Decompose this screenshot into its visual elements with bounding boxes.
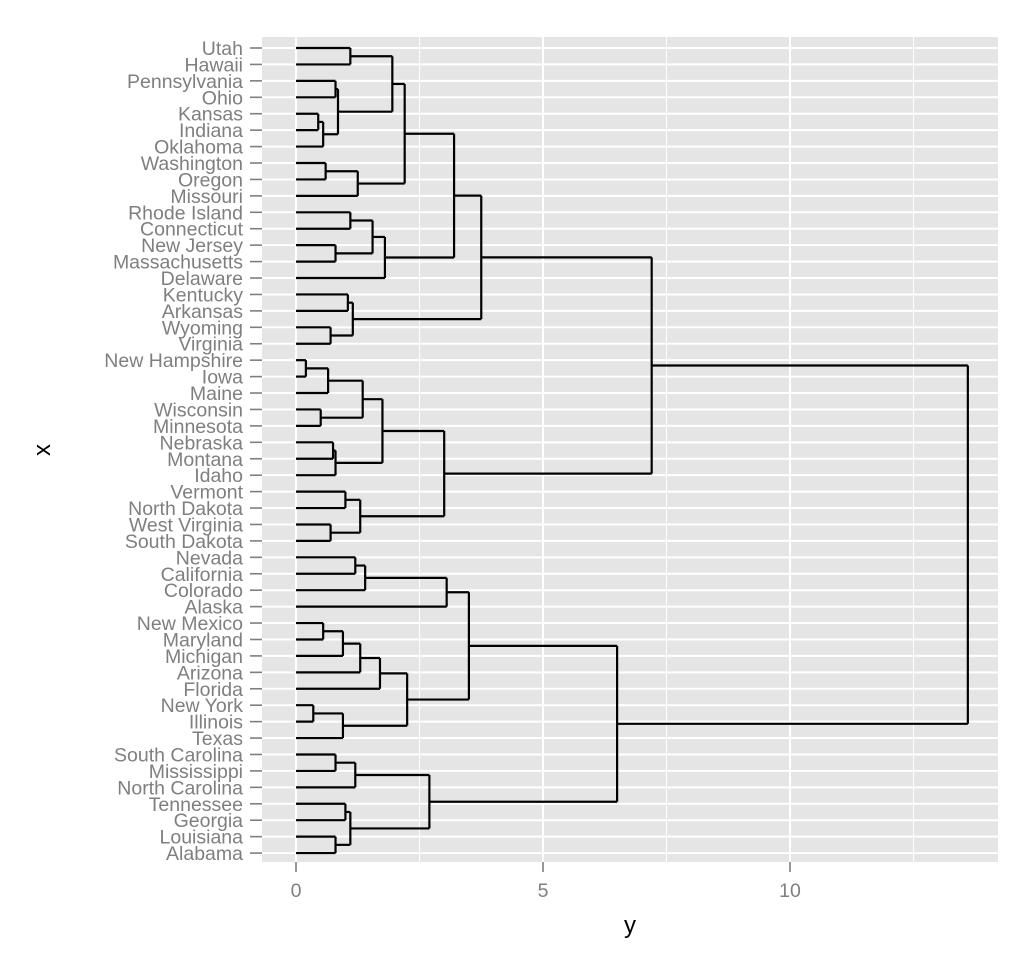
row-label: Oklahoma: [154, 137, 243, 159]
row-label: Utah: [202, 38, 243, 60]
row-label: Rhode Island: [128, 202, 243, 224]
row-label: Hawaii: [184, 54, 243, 76]
row-label: Alaska: [184, 597, 243, 619]
row-label: Maine: [190, 383, 243, 405]
row-label: Louisiana: [160, 827, 244, 849]
row-label: Massachusetts: [113, 252, 243, 274]
row-label: Virginia: [178, 334, 243, 356]
row-label: North Carolina: [117, 777, 243, 799]
row-label: Georgia: [174, 810, 244, 832]
y-axis-tick-labels: UtahHawaiiPennsylvaniaOhioKansasIndianaO…: [104, 38, 243, 865]
row-label: New York: [161, 695, 244, 717]
row-label: Wisconsin: [154, 399, 243, 421]
value-tick-label: 5: [538, 880, 549, 902]
row-label: Arizona: [177, 662, 243, 684]
x-axis-tick-labels: 0 5 10: [291, 880, 801, 902]
grid-lines: [262, 37, 998, 862]
row-label: Kansas: [178, 104, 243, 126]
row-label: Nevada: [176, 547, 243, 569]
row-label: Kentucky: [163, 284, 243, 306]
row-label: Indiana: [179, 120, 243, 142]
row-label: Ohio: [202, 87, 243, 109]
row-label: Iowa: [202, 367, 243, 389]
row-label: Mississippi: [149, 761, 243, 783]
row-label: South Dakota: [125, 531, 243, 553]
row-label: New Mexico: [137, 613, 243, 635]
dendrogram-tree: [296, 46, 969, 855]
row-label: Washington: [141, 153, 243, 175]
row-label: Vermont: [170, 482, 243, 504]
value-tick-label: 10: [779, 880, 801, 902]
row-label: Idaho: [194, 465, 243, 487]
row-label: Florida: [183, 679, 243, 701]
row-label: Texas: [192, 728, 243, 750]
y-axis-title: x: [29, 444, 56, 456]
value-tick-label: 0: [291, 880, 302, 902]
row-label: Missouri: [170, 186, 243, 208]
row-label: Montana: [167, 449, 243, 471]
row-label: West Virginia: [129, 514, 243, 536]
row-label: Minnesota: [153, 416, 243, 438]
row-label: Pennsylvania: [127, 71, 243, 93]
row-label: Oregon: [178, 169, 243, 191]
row-label: Tennessee: [149, 794, 243, 816]
row-label: Wyoming: [162, 317, 243, 339]
row-label: South Carolina: [114, 744, 243, 766]
row-label: Nebraska: [160, 432, 244, 454]
row-label: Illinois: [189, 712, 243, 734]
row-label: Alabama: [166, 843, 243, 865]
row-label: Connecticut: [140, 219, 244, 241]
row-label: New Jersey: [141, 235, 243, 257]
row-label: Maryland: [163, 629, 243, 651]
row-label: Michigan: [165, 646, 243, 668]
axis-ticks: [250, 47, 791, 872]
row-label: North Dakota: [128, 498, 243, 520]
row-label: New Hampshire: [104, 350, 243, 372]
row-label: Delaware: [161, 268, 243, 290]
row-label: Colorado: [164, 580, 243, 602]
row-label: Arkansas: [162, 301, 244, 323]
x-axis-title: y: [624, 912, 636, 939]
row-label: California: [161, 564, 244, 586]
